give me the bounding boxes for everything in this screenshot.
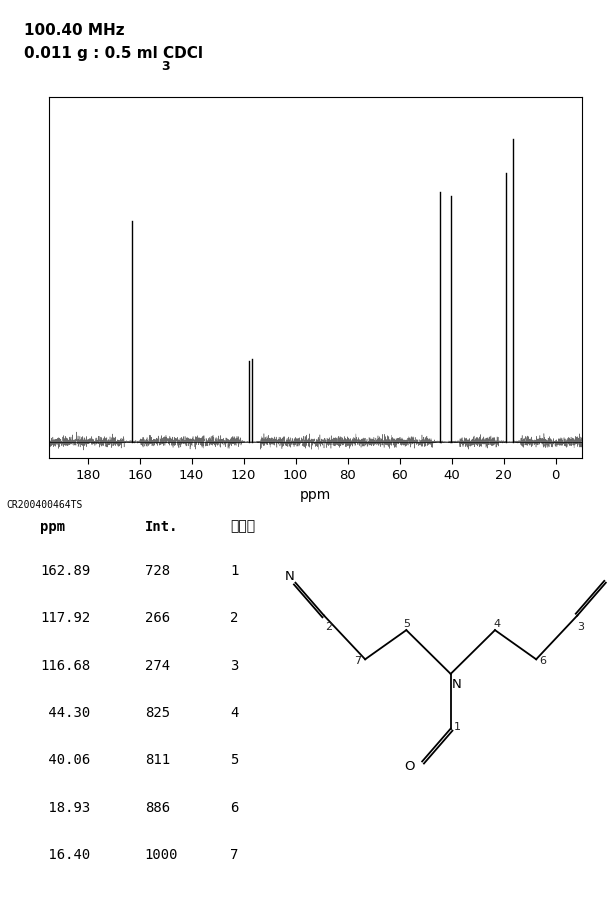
Text: 标记碗: 标记碗 xyxy=(230,519,255,533)
Text: 5: 5 xyxy=(230,752,239,766)
Text: 274: 274 xyxy=(145,658,170,671)
Text: Int.: Int. xyxy=(145,519,178,533)
Text: O: O xyxy=(405,759,415,772)
Text: 7: 7 xyxy=(230,847,239,861)
Text: 1: 1 xyxy=(230,563,239,578)
Text: 16.40: 16.40 xyxy=(40,847,91,861)
Text: CR200400464TS: CR200400464TS xyxy=(6,499,82,509)
Text: 6: 6 xyxy=(540,655,546,665)
Text: N: N xyxy=(607,569,609,582)
Text: 825: 825 xyxy=(145,705,170,719)
X-axis label: ppm: ppm xyxy=(300,487,331,501)
Text: 2: 2 xyxy=(230,610,239,624)
Text: 44.30: 44.30 xyxy=(40,705,91,719)
Text: 2: 2 xyxy=(326,621,333,631)
Text: 7: 7 xyxy=(354,655,361,665)
Text: 1000: 1000 xyxy=(145,847,178,861)
Text: N: N xyxy=(284,569,294,582)
Text: 3: 3 xyxy=(230,658,239,671)
Text: 4: 4 xyxy=(230,705,239,719)
Text: 4: 4 xyxy=(493,619,501,629)
Text: 3: 3 xyxy=(161,60,169,73)
Text: N: N xyxy=(452,677,462,690)
Text: 162.89: 162.89 xyxy=(40,563,91,578)
Text: 116.68: 116.68 xyxy=(40,658,91,671)
Text: 1: 1 xyxy=(454,721,461,731)
Text: 886: 886 xyxy=(145,800,170,814)
Text: 728: 728 xyxy=(145,563,170,578)
Text: 40.06: 40.06 xyxy=(40,752,91,766)
Text: 117.92: 117.92 xyxy=(40,610,91,624)
Text: 6: 6 xyxy=(230,800,239,814)
Text: 811: 811 xyxy=(145,752,170,766)
Text: 3: 3 xyxy=(577,621,584,631)
Text: 5: 5 xyxy=(403,619,410,629)
Text: 18.93: 18.93 xyxy=(40,800,91,814)
Text: 0.011 g : 0.5 ml CDCl: 0.011 g : 0.5 ml CDCl xyxy=(24,46,203,60)
Text: 266: 266 xyxy=(145,610,170,624)
Text: 100.40 MHz: 100.40 MHz xyxy=(24,23,125,37)
Text: ppm: ppm xyxy=(40,519,65,533)
